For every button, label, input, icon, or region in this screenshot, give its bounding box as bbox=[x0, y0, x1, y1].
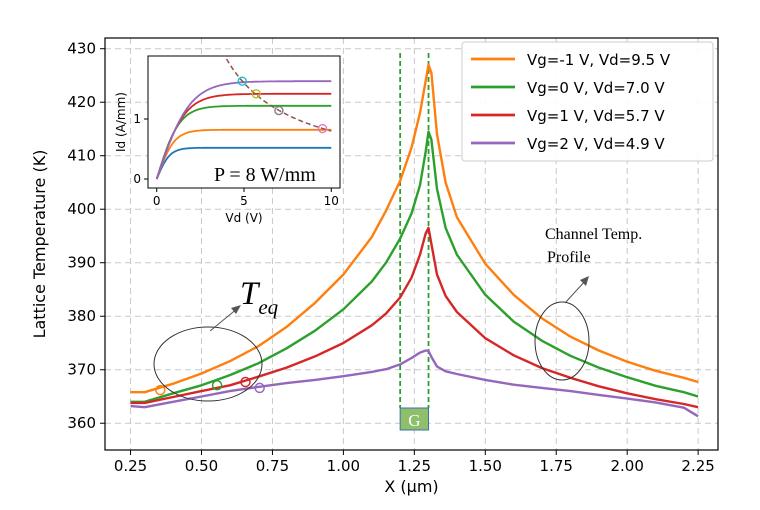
inset-y-tick-label: 0 bbox=[133, 172, 141, 186]
channel-temp-arrowhead bbox=[580, 276, 589, 286]
inset-power-annotation: P = 8 W/mm bbox=[214, 164, 316, 186]
channel-temp-label-line1: Channel Temp. bbox=[545, 226, 642, 243]
channel-temp-arrow-line bbox=[564, 279, 587, 304]
y-tick-label: 410 bbox=[67, 147, 96, 165]
y-axis-label: Lattice Temperature (K) bbox=[30, 150, 49, 339]
x-tick-label: 0.50 bbox=[185, 457, 218, 475]
y-tick-label: 390 bbox=[67, 254, 96, 272]
inset-y-axis-label: Id (A/mm) bbox=[114, 92, 128, 152]
teq-arrow-line bbox=[209, 307, 239, 332]
legend-entry: Vg=0 V, Vd=7.0 V bbox=[527, 79, 665, 97]
inset-iv-curve bbox=[155, 128, 332, 180]
inset-bias-point bbox=[237, 76, 247, 86]
inset-x-axis-label: Vd (V) bbox=[225, 211, 262, 225]
gate-box bbox=[399, 407, 430, 431]
teq-ellipse bbox=[153, 326, 263, 402]
x-tick-label: 0.75 bbox=[256, 457, 289, 475]
gate-label: G bbox=[408, 411, 420, 430]
series-line bbox=[130, 63, 699, 394]
x-axis-label: X (μm) bbox=[384, 477, 438, 496]
inset-power-contour bbox=[225, 58, 332, 132]
x-tick-label: 1.00 bbox=[327, 457, 360, 475]
y-tick-label: 420 bbox=[67, 93, 96, 111]
main-axes: 0.25 0.50 0.75 1.00 1.25 1.50 1.75 2.00 2.25 360 3… bbox=[30, 37, 719, 496]
x-tick-label: 2.00 bbox=[610, 457, 643, 475]
annotations: Teq Channel Temp. Profile bbox=[153, 226, 642, 402]
legend: Vg=-1 V, Vd=9.5 V Vg=0 V, Vd=7.0 V Vg=1 V,… bbox=[461, 41, 714, 162]
inset-bias-point bbox=[274, 105, 284, 116]
teq-label-subscript: eq bbox=[258, 295, 278, 319]
x-tick-label: 1.75 bbox=[540, 457, 573, 475]
inset-iv-curve bbox=[155, 104, 332, 180]
equilibrium-marker bbox=[254, 382, 265, 394]
legend-entry: Vg=2 V, Vd=4.9 V bbox=[527, 135, 665, 153]
equilibrium-marker bbox=[155, 384, 166, 396]
main-plot-frame bbox=[104, 37, 719, 451]
inset-bias-point bbox=[317, 123, 328, 134]
legend-entry: Vg=1 V, Vd=5.7 V bbox=[527, 107, 665, 125]
y-tick-label: 360 bbox=[67, 414, 96, 432]
teq-arrowhead bbox=[231, 305, 241, 314]
teq-label: Teq bbox=[240, 276, 279, 319]
inset-chart: 0 5 10 0 1 Vd (V) Id (A/mm) P = 8 W/mm bbox=[114, 55, 341, 225]
legend-box bbox=[461, 41, 714, 162]
x-tick-label: 1.50 bbox=[469, 457, 502, 475]
y-tick-label: 430 bbox=[67, 40, 96, 58]
x-tick-label: 2.25 bbox=[681, 457, 714, 475]
equilibrium-marker bbox=[211, 380, 223, 391]
inset-bias-point bbox=[251, 89, 261, 99]
inset-x-tick-label: 10 bbox=[324, 194, 339, 208]
inset-iv-curve bbox=[155, 80, 332, 180]
inset-iv-curve bbox=[155, 146, 332, 180]
teq-label-main: T bbox=[240, 276, 261, 312]
x-tick-label: 1.25 bbox=[398, 457, 431, 475]
x-tick-label: 0.25 bbox=[114, 457, 147, 475]
y-tick-label: 400 bbox=[67, 200, 96, 218]
equilibrium-markers bbox=[155, 376, 265, 396]
y-tick-label: 380 bbox=[67, 307, 96, 325]
channel-temp-ellipse bbox=[534, 301, 590, 381]
y-tick-label: 370 bbox=[67, 361, 96, 379]
channel-temp-label-line2: Profile bbox=[547, 249, 591, 266]
legend-entry: Vg=-1 V, Vd=9.5 V bbox=[527, 51, 671, 69]
inset-y-tick-label: 1 bbox=[133, 112, 141, 126]
series-line bbox=[130, 130, 699, 403]
inset-x-tick-label: 0 bbox=[153, 194, 161, 208]
inset-x-tick-label: 5 bbox=[240, 194, 248, 208]
inset-iv-curve bbox=[155, 92, 332, 180]
equilibrium-marker bbox=[240, 376, 251, 388]
